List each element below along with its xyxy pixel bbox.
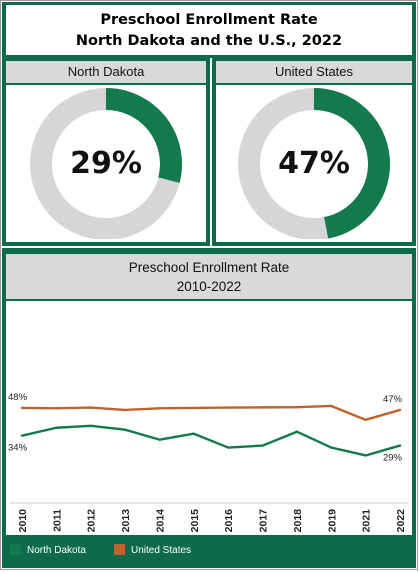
data-point-united-states — [226, 406, 230, 409]
data-point-north-dakota — [123, 428, 127, 431]
line-chart-area: 2010 2011 2012 2013 2014 2015 2016 2017 2018 2019… — [6, 301, 412, 564]
chart-title: Preschool Enrollment Rate — [128, 260, 290, 275]
donut-arc-united-states — [313, 88, 390, 239]
donut-area: 47% — [216, 85, 412, 242]
data-point-north-dakota — [261, 444, 264, 447]
data-point-united-states — [158, 407, 161, 410]
panel-north-dakota: North Dakota 29% — [2, 58, 210, 246]
data-point-united-states — [192, 406, 196, 410]
data-label: 47% — [383, 394, 403, 405]
data-label: 34% — [8, 443, 28, 454]
donut-chart-north-dakota — [30, 88, 182, 239]
title-banner: Preschool Enrollment Rate North Dakota a… — [2, 2, 416, 58]
title-box: Preschool Enrollment Rate North Dakota a… — [6, 5, 412, 55]
legend-swatch — [10, 543, 21, 555]
data-point-united-states — [295, 405, 299, 409]
data-point-north-dakota — [330, 446, 333, 449]
data-point-united-states — [123, 408, 127, 412]
data-point-north-dakota — [226, 446, 230, 449]
legend: North Dakota United States — [2, 535, 416, 566]
data-point-north-dakota — [89, 424, 92, 427]
title-line-2: North Dakota and the U.S., 2022 — [75, 33, 343, 49]
donut-chart-united-states — [238, 88, 390, 239]
data-label: 29% — [383, 453, 403, 464]
trend-panel: Preschool Enrollment Rate 2010-2022 2010… — [2, 248, 416, 568]
data-point-north-dakota — [20, 434, 24, 437]
x-tick-label: 2012 — [86, 509, 98, 533]
x-tick-label: 2010 — [17, 509, 29, 533]
x-tick-label: 2018 — [292, 509, 304, 533]
series-line-united-states — [21, 404, 401, 422]
data-point-united-states — [330, 404, 333, 408]
data-point-united-states — [89, 406, 92, 409]
x-tick-label: 2014 — [154, 509, 166, 533]
donut-area: 29% — [6, 85, 206, 242]
data-point-united-states — [364, 418, 367, 422]
data-point-united-states — [398, 408, 402, 412]
x-tick-label: 2016 — [223, 509, 235, 533]
x-tick-label: 2013 — [120, 509, 132, 533]
donut-arc-north-dakota — [105, 88, 182, 183]
chart-subtitle: 2010-2022 — [176, 279, 242, 294]
legend-item-united-states: United States — [114, 543, 192, 558]
legend-label: United States — [131, 545, 192, 556]
trend-title-box: Preschool Enrollment Rate 2010-2022 — [6, 254, 412, 299]
panel-label: United States — [216, 61, 412, 83]
data-point-united-states — [261, 406, 264, 409]
x-tick-label: 2019 — [326, 509, 338, 533]
panel-united-states: United States 47% — [212, 58, 416, 246]
legend-swatch — [114, 543, 125, 555]
x-tick-label: 2017 — [258, 509, 270, 533]
data-point-united-states — [20, 406, 24, 410]
panel-label: North Dakota — [6, 61, 206, 83]
x-tick-label: 2015 — [189, 509, 201, 533]
title-line-1: Preschool Enrollment Rate — [100, 12, 318, 28]
data-point-north-dakota — [192, 432, 196, 435]
data-point-north-dakota — [158, 438, 161, 441]
data-point-north-dakota — [364, 454, 367, 457]
x-tick-label: 2022 — [395, 509, 407, 533]
x-tick-label: 2011 — [51, 509, 63, 532]
data-point-north-dakota — [295, 430, 299, 433]
data-point-north-dakota — [55, 426, 58, 429]
data-point-united-states — [55, 407, 58, 410]
legend-item-north-dakota: North Dakota — [10, 543, 86, 558]
data-label: 48% — [8, 392, 28, 403]
data-point-north-dakota — [398, 444, 402, 447]
legend-label: North Dakota — [27, 545, 86, 556]
series-line-north-dakota — [21, 424, 401, 457]
donut-value: 29% — [70, 146, 142, 181]
line-chart: 2010 2011 2012 2013 2014 2015 2016 2017 2018 2019… — [8, 392, 408, 533]
donut-value: 47% — [278, 146, 350, 181]
x-tick-label: 2021 — [361, 509, 373, 533]
